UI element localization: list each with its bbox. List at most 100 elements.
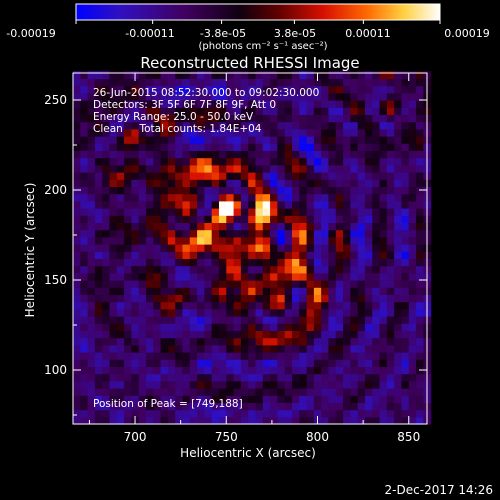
heatmap-cell [73, 388, 81, 396]
heatmap-cell [145, 265, 154, 274]
heatmap-cell [240, 301, 249, 310]
heatmap-cell [379, 85, 388, 94]
heatmap-cell [218, 236, 227, 245]
heatmap-cell [364, 164, 373, 173]
heatmap-cell [364, 366, 373, 375]
heatmap-cell [335, 388, 344, 396]
heatmap-cell [182, 359, 191, 367]
heatmap-cell [284, 100, 293, 108]
heatmap-cell [321, 222, 330, 231]
heatmap-cell [364, 100, 373, 108]
heatmap-cell [218, 380, 227, 389]
heatmap-cell [182, 229, 191, 238]
heatmap-cell [299, 416, 308, 425]
heatmap-cell [153, 287, 162, 295]
heatmap-cell [394, 272, 403, 281]
heatmap-cell [416, 258, 424, 267]
heatmap-cell [291, 121, 300, 130]
heatmap-cell [145, 287, 154, 295]
chart-title: Reconstructed RHESSI Image [140, 54, 359, 72]
heatmap-cell [160, 193, 169, 202]
heatmap-cell [218, 316, 227, 324]
heatmap-cell [175, 265, 184, 274]
heatmap-cell [167, 236, 176, 245]
heatmap-cell [116, 222, 125, 231]
heatmap-cell [328, 236, 337, 245]
heatmap-cell [313, 164, 322, 173]
heatmap-cell [299, 114, 308, 123]
heatmap-cell [94, 100, 103, 108]
heatmap-cell [306, 416, 315, 425]
heatmap-cell [145, 337, 154, 346]
heatmap-cell [299, 272, 308, 281]
heatmap-cell [379, 107, 388, 115]
heatmap-cell [189, 107, 198, 115]
heatmap-cell [270, 107, 278, 115]
heatmap-cell [291, 373, 300, 382]
heatmap-cell [357, 380, 366, 389]
heatmap-cell [211, 172, 220, 180]
heatmap-cell [408, 85, 417, 94]
heatmap-cell [226, 265, 235, 274]
heatmap-cell [226, 409, 235, 418]
heatmap-cell [291, 402, 300, 411]
heatmap-cell [401, 121, 410, 130]
heatmap-cell [182, 352, 191, 360]
heatmap-cell [277, 272, 286, 281]
heatmap-cell [80, 150, 89, 159]
heatmap-cell [262, 208, 271, 216]
heatmap-cell [218, 373, 227, 382]
heatmap-cell [401, 157, 410, 166]
heatmap-cell [240, 208, 249, 216]
heatmap-cell [284, 395, 293, 403]
heatmap-cell [350, 208, 359, 216]
heatmap-cell [153, 366, 162, 375]
heatmap-cell [218, 92, 227, 101]
heatmap-cell [277, 373, 286, 382]
heatmap-cell [138, 222, 147, 231]
heatmap-cell [167, 416, 176, 425]
heatmap-cell [306, 330, 315, 339]
heatmap-cell [138, 373, 147, 382]
heatmap-cell [204, 85, 213, 94]
heatmap-cell [401, 244, 410, 252]
heatmap-cell [372, 287, 381, 295]
heatmap-cell [211, 258, 220, 267]
heatmap-cell [299, 92, 308, 101]
heatmap-cell [255, 157, 264, 166]
heatmap-cell [306, 316, 315, 324]
heatmap-cell [116, 380, 125, 389]
heatmap-cell [335, 157, 344, 166]
heatmap-cell [262, 352, 271, 360]
heatmap-cell [277, 71, 286, 79]
heatmap-cell [73, 208, 81, 216]
heatmap-cell [197, 323, 205, 331]
heatmap-cell [189, 337, 198, 346]
heatmap-cell [394, 301, 403, 310]
heatmap-cell [160, 164, 169, 173]
heatmap-cell [153, 294, 162, 303]
heatmap-cell [218, 251, 227, 259]
heatmap-cell [248, 244, 257, 252]
heatmap-cell [204, 366, 213, 375]
heatmap-cell [401, 316, 410, 324]
heatmap-cell [124, 352, 132, 360]
heatmap-cell [364, 301, 373, 310]
heatmap-cell [401, 330, 410, 339]
heatmap-cell [343, 179, 351, 187]
heatmap-cell [124, 85, 132, 94]
heatmap-cell [357, 294, 366, 303]
heatmap-cell [116, 330, 125, 339]
heatmap-cell [226, 287, 235, 295]
heatmap-cell [182, 85, 191, 94]
heatmap-cell [182, 287, 191, 295]
heatmap-cell [328, 179, 337, 187]
heatmap-cell [116, 121, 125, 130]
heatmap-cell [160, 236, 169, 245]
heatmap-cell [182, 179, 191, 187]
heatmap-cell [335, 416, 344, 425]
heatmap-cell [204, 265, 213, 274]
heatmap-cell [372, 157, 381, 166]
heatmap-cell [255, 150, 264, 159]
heatmap-cell [211, 380, 220, 389]
